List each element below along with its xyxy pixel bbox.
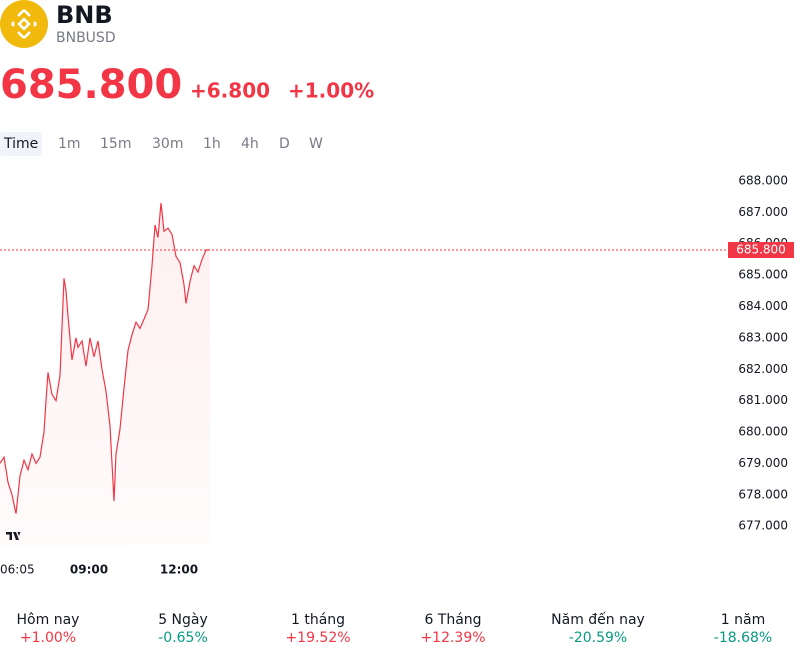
x-tick-label: 12:00 — [160, 563, 198, 577]
area — [0, 202, 210, 545]
performance-label[interactable]: Hôm nay — [17, 612, 80, 628]
y-tick-label: 683.000 — [738, 330, 788, 344]
change: +6.800 — [190, 79, 270, 103]
last-price-box — [728, 242, 794, 259]
performance-value: -18.68% — [714, 630, 772, 646]
performance-label[interactable]: 1 năm — [721, 612, 765, 628]
performance-value: +19.52% — [285, 630, 350, 646]
performance-value: -0.65% — [158, 630, 208, 646]
timeframe-tab[interactable]: 1h — [203, 136, 221, 152]
y-tick-label: 677.000 — [738, 519, 788, 533]
price-line — [0, 202, 210, 514]
y-tick-label: 684.000 — [738, 299, 788, 313]
y-tick-label: 681.000 — [738, 393, 788, 407]
performance-value: -20.59% — [569, 630, 627, 646]
timeframe-tab[interactable]: 15m — [100, 136, 131, 152]
timeframe-tab[interactable]: Time — [3, 136, 38, 152]
logo — [0, 0, 48, 48]
timeframe-tab[interactable]: D — [279, 136, 290, 152]
price: 685.800 — [0, 62, 182, 108]
performance-label[interactable]: 6 Tháng — [424, 612, 481, 628]
performance-value: +12.39% — [420, 630, 485, 646]
y-tick-label: 680.000 — [738, 425, 788, 439]
y-tick-label: 687.000 — [738, 205, 788, 219]
last-price-label: 685.800 — [736, 243, 786, 257]
performance-label[interactable]: 5 Ngày — [158, 612, 208, 628]
performance-value: +1.00% — [20, 630, 76, 646]
asset-name: BNB — [56, 1, 113, 29]
y-tick-label: 682.000 — [738, 362, 788, 376]
timeframe-tab[interactable]: 4h — [241, 136, 259, 152]
y-tick-label: 685.000 — [738, 268, 788, 282]
asset-symbol: BNBUSD — [56, 30, 116, 46]
y-tick-label: 688.000 — [738, 173, 788, 187]
timeframe-tab[interactable]: 1m — [58, 136, 81, 152]
y-tick-label: 679.000 — [738, 456, 788, 470]
y-tick-label: 678.000 — [738, 487, 788, 501]
performance-label[interactable]: 1 tháng — [291, 612, 345, 628]
timeframe-tab[interactable]: W — [309, 136, 323, 152]
x-tick-label: 09:00 — [70, 563, 108, 577]
tab-active-bg — [0, 132, 42, 156]
timeframe-tab[interactable]: 30m — [152, 136, 183, 152]
x-tick-label: 06:05 — [0, 563, 35, 577]
performance-label[interactable]: Năm đến nay — [551, 611, 645, 628]
change-percent: +1.00% — [288, 79, 374, 103]
